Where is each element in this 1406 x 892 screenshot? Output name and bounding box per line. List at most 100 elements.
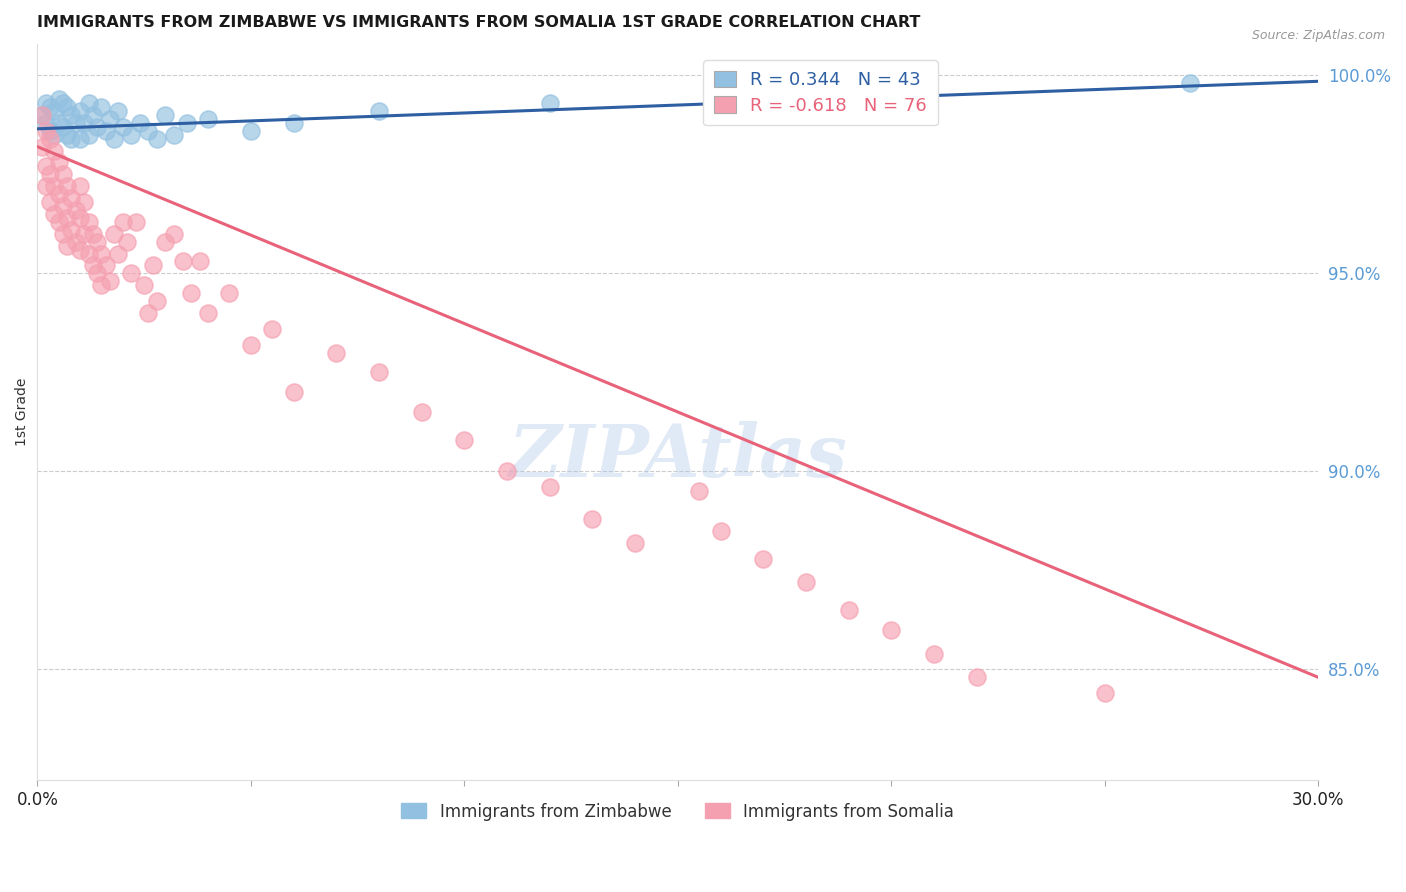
- Point: [90, 246, 112, 260]
- Point: [709, 84, 731, 98]
- Point: [69, 243, 91, 257]
- Point: [132, 278, 155, 293]
- Y-axis label: 1st Grade: 1st Grade: [15, 378, 30, 446]
- Point: [86, 235, 108, 249]
- Point: [60, 223, 83, 237]
- Point: [44, 144, 66, 158]
- Point: [155, 108, 177, 122]
- Text: Source: ZipAtlas.com: Source: ZipAtlas.com: [1251, 29, 1385, 42]
- Point: [172, 254, 194, 268]
- Point: [103, 132, 125, 146]
- Point: [52, 96, 75, 111]
- Point: [44, 128, 66, 142]
- Point: [52, 167, 75, 181]
- Point: [35, 124, 58, 138]
- Text: ZIPAtlas: ZIPAtlas: [509, 421, 848, 491]
- Point: [688, 484, 710, 499]
- Point: [56, 128, 79, 142]
- Point: [65, 235, 87, 249]
- Point: [1094, 686, 1116, 700]
- Point: [35, 160, 58, 174]
- Point: [39, 167, 62, 181]
- Point: [77, 246, 100, 260]
- Point: [368, 365, 391, 379]
- Point: [73, 116, 96, 130]
- Point: [538, 480, 561, 494]
- Point: [146, 132, 169, 146]
- Point: [142, 259, 165, 273]
- Point: [35, 96, 58, 111]
- Point: [48, 92, 70, 106]
- Point: [146, 294, 169, 309]
- Point: [52, 120, 75, 134]
- Point: [752, 551, 775, 566]
- Point: [124, 215, 146, 229]
- Point: [31, 139, 53, 153]
- Point: [73, 195, 96, 210]
- Point: [48, 155, 70, 169]
- Point: [31, 108, 53, 122]
- Point: [111, 120, 134, 134]
- Point: [90, 100, 112, 114]
- Point: [239, 124, 262, 138]
- Point: [56, 238, 79, 252]
- Point: [86, 120, 108, 134]
- Point: [82, 108, 104, 122]
- Point: [325, 345, 347, 359]
- Point: [180, 286, 202, 301]
- Point: [368, 103, 391, 118]
- Point: [82, 259, 104, 273]
- Point: [107, 103, 129, 118]
- Point: [496, 464, 519, 478]
- Point: [90, 278, 112, 293]
- Point: [128, 116, 150, 130]
- Point: [56, 211, 79, 225]
- Point: [94, 124, 117, 138]
- Point: [94, 259, 117, 273]
- Point: [103, 227, 125, 241]
- Point: [880, 623, 903, 637]
- Point: [77, 96, 100, 111]
- Point: [39, 100, 62, 114]
- Legend: Immigrants from Zimbabwe, Immigrants from Somalia: Immigrants from Zimbabwe, Immigrants fro…: [395, 796, 960, 827]
- Point: [60, 132, 83, 146]
- Point: [69, 211, 91, 225]
- Point: [262, 322, 284, 336]
- Point: [60, 191, 83, 205]
- Point: [52, 199, 75, 213]
- Point: [197, 112, 219, 126]
- Point: [218, 286, 240, 301]
- Point: [120, 128, 142, 142]
- Point: [69, 103, 91, 118]
- Point: [111, 215, 134, 229]
- Point: [44, 103, 66, 118]
- Point: [709, 524, 731, 538]
- Point: [77, 128, 100, 142]
- Point: [138, 124, 160, 138]
- Point: [98, 112, 121, 126]
- Point: [31, 108, 53, 122]
- Point: [65, 202, 87, 217]
- Point: [581, 512, 603, 526]
- Point: [155, 235, 177, 249]
- Point: [283, 385, 305, 400]
- Point: [56, 100, 79, 114]
- Point: [73, 227, 96, 241]
- Point: [35, 179, 58, 194]
- Point: [411, 405, 433, 419]
- Point: [48, 215, 70, 229]
- Point: [163, 227, 186, 241]
- Point: [1180, 76, 1202, 90]
- Point: [98, 274, 121, 288]
- Point: [65, 116, 87, 130]
- Point: [283, 116, 305, 130]
- Point: [107, 246, 129, 260]
- Point: [52, 227, 75, 241]
- Point: [197, 306, 219, 320]
- Point: [39, 124, 62, 138]
- Point: [624, 535, 647, 549]
- Point: [163, 128, 186, 142]
- Point: [538, 96, 561, 111]
- Point: [69, 179, 91, 194]
- Point: [56, 179, 79, 194]
